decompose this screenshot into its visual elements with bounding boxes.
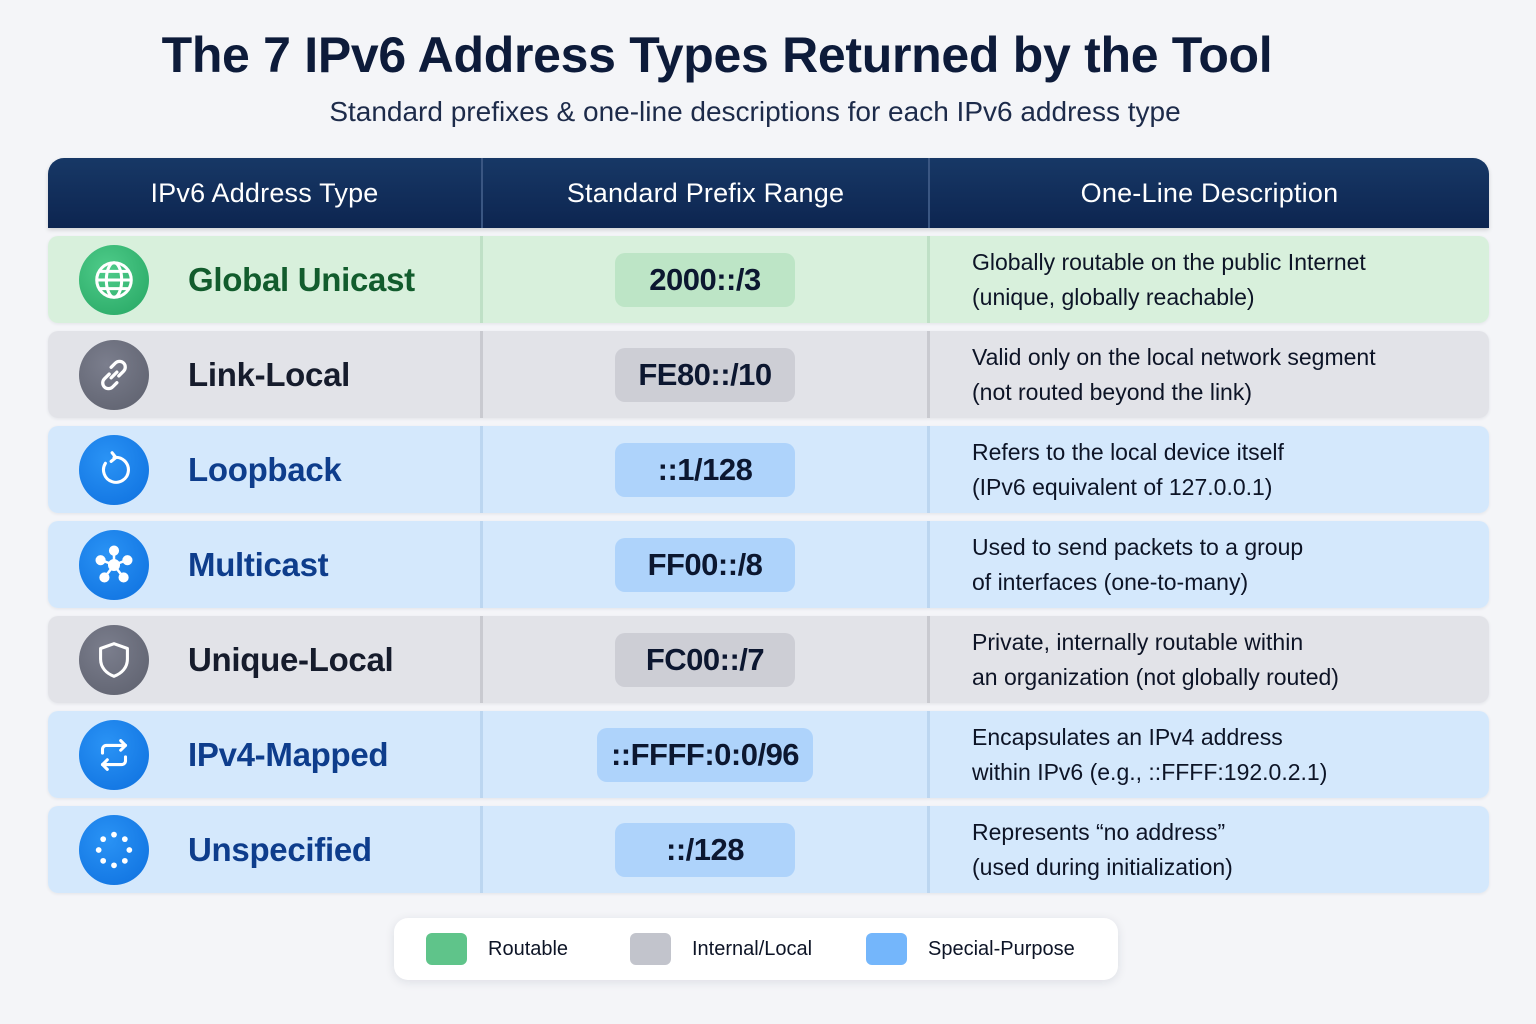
prefix-badge: ::FFFF:0:0/96 bbox=[596, 727, 814, 782]
prefix-badge: ::1/128 bbox=[615, 442, 795, 497]
page-subtitle: Standard prefixes & one-line description… bbox=[329, 96, 1181, 127]
swap-arrows-icon bbox=[79, 719, 149, 790]
description: Globally routable on the public Internet… bbox=[972, 248, 1366, 310]
description: Valid only on the local network segment(… bbox=[972, 343, 1376, 405]
shield-icon bbox=[79, 624, 149, 695]
loop-arrow-icon bbox=[79, 434, 149, 505]
column-header-prefix: Standard Prefix Range bbox=[483, 158, 930, 228]
legend: Routable Internal/Local Special-Purpose bbox=[394, 918, 1118, 980]
dotted-circle-icon bbox=[79, 814, 149, 885]
prefix-badge: ::/128 bbox=[615, 822, 795, 877]
address-type-name: Global Unicast bbox=[188, 260, 415, 298]
address-type-name: Loopback bbox=[188, 450, 342, 488]
prefix-badge: FC00::/7 bbox=[615, 632, 795, 687]
prefix-badge: 2000::/3 bbox=[615, 252, 795, 307]
table-row-ipv4-mapped: IPv4-Mapped ::FFFF:0:0/96 Encapsulates a… bbox=[48, 711, 1489, 798]
legend-label: Routable bbox=[488, 937, 569, 960]
address-type-name: Unique-Local bbox=[188, 640, 394, 678]
page-title: The 7 IPv6 Address Types Returned by the… bbox=[161, 27, 1273, 83]
legend-swatch bbox=[630, 933, 671, 965]
table-row-unspecified: Unspecified ::/128 Represents “no addres… bbox=[48, 806, 1489, 893]
description: Private, internally routable within an or… bbox=[972, 628, 1339, 690]
table-row-multicast: Multicast FF00::/8 Used to send packets … bbox=[48, 521, 1489, 608]
legend-item-internal-local: Internal/Local bbox=[630, 933, 812, 965]
legend-item-special-purpose: Special-Purpose bbox=[866, 933, 1075, 965]
link-icon bbox=[79, 339, 149, 410]
address-type-name: Unspecified bbox=[188, 830, 372, 868]
address-types-table: IPv6 Address Type Standard Prefix Range … bbox=[48, 158, 1489, 901]
legend-label: Internal/Local bbox=[692, 937, 813, 960]
address-type-name: Multicast bbox=[188, 545, 329, 583]
legend-label: Special-Purpose bbox=[928, 937, 1075, 960]
table-row-unique-local: Unique-Local FC00::/7 Private, internall… bbox=[48, 616, 1489, 703]
table-row-global-unicast: Global Unicast 2000::/3 Globally routabl… bbox=[48, 236, 1489, 323]
legend-swatch bbox=[866, 933, 907, 965]
legend-item-routable: Routable bbox=[426, 933, 568, 965]
prefix-badge: FF00::/8 bbox=[615, 537, 795, 592]
description: Used to send packets to a group of interf… bbox=[972, 533, 1304, 595]
legend-swatch bbox=[426, 933, 467, 965]
column-header-type: IPv6 Address Type bbox=[48, 158, 483, 228]
prefix-badge: FE80::/10 bbox=[615, 347, 795, 402]
network-hub-icon bbox=[79, 529, 149, 600]
table-row-link-local: Link-Local FE80::/10 Valid only on the l… bbox=[48, 331, 1489, 418]
globe-icon bbox=[79, 244, 149, 315]
address-type-name: Link-Local bbox=[188, 355, 351, 393]
column-header-description: One-Line Description bbox=[1080, 177, 1339, 208]
description: Refers to the local device itself (IPv6 e… bbox=[972, 438, 1284, 500]
table-row-loopback: Loopback ::1/128 Refers to the local dev… bbox=[48, 426, 1489, 513]
description: Represents “no address” (used during init… bbox=[972, 818, 1233, 880]
address-type-name: IPv4-Mapped bbox=[188, 735, 389, 773]
description: Encapsulates an IPv4 address within IPv6 … bbox=[972, 723, 1328, 785]
table-header: IPv6 Address Type Standard Prefix Range … bbox=[48, 158, 1489, 228]
